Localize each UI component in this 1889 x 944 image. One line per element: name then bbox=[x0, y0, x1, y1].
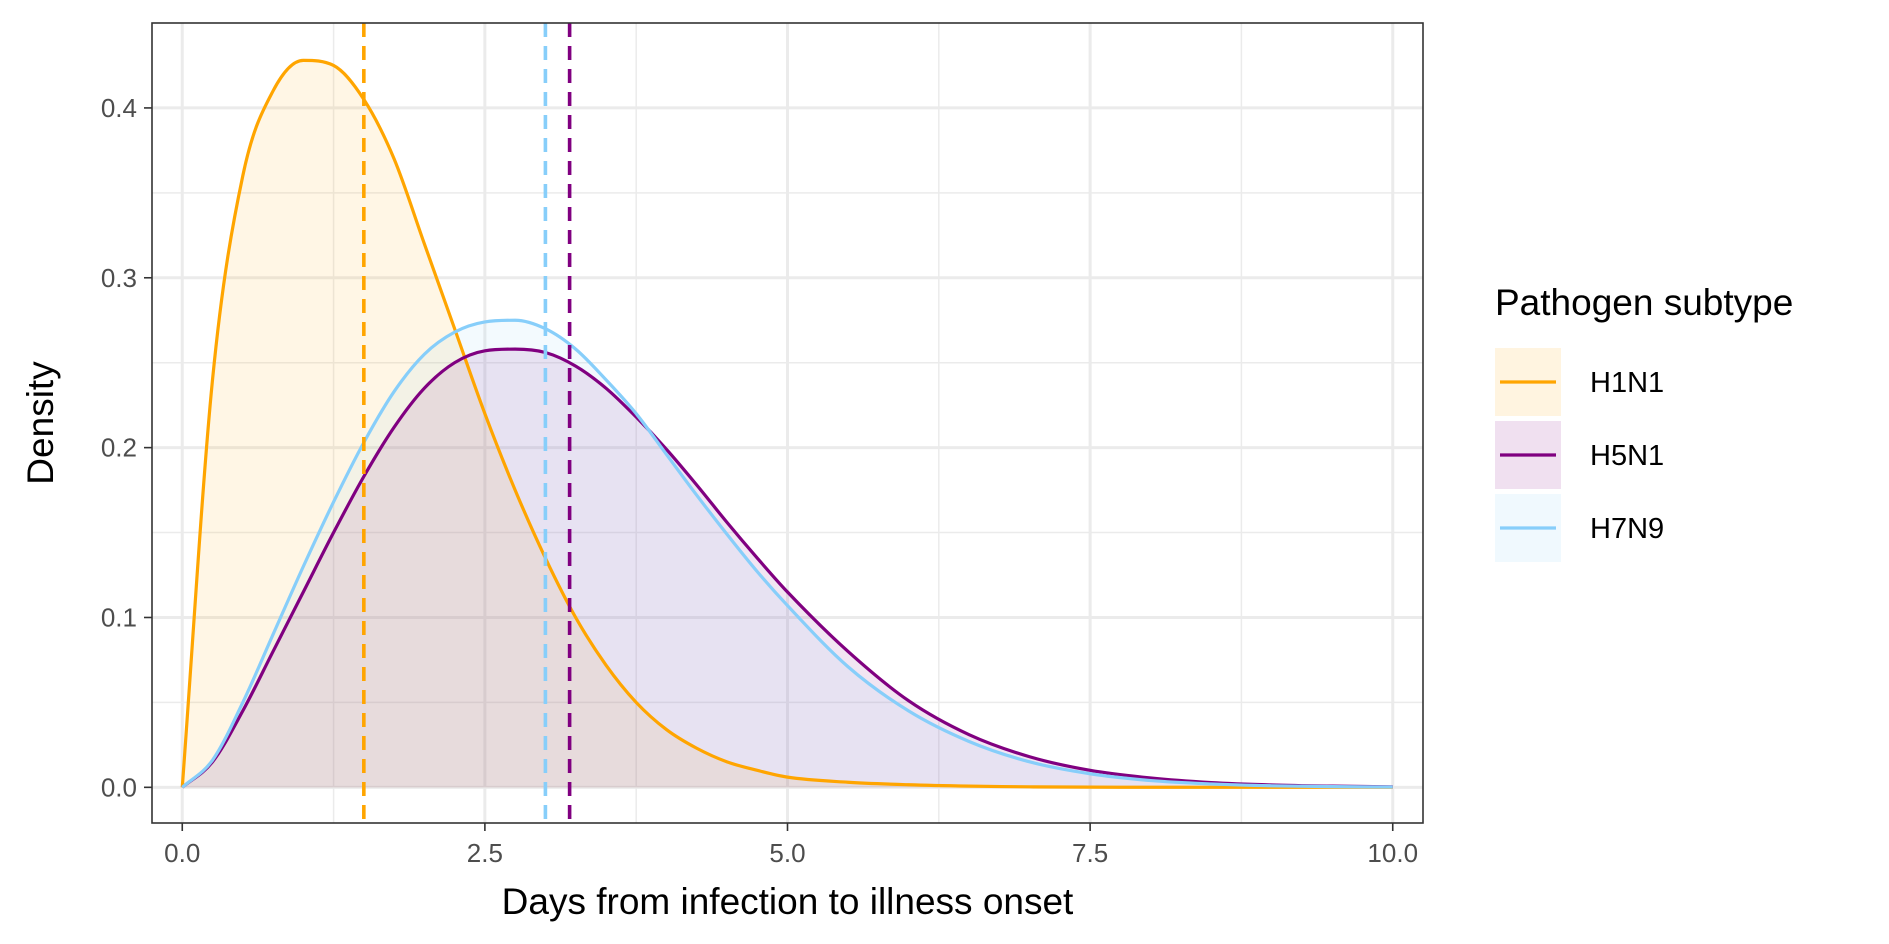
area-h5n1 bbox=[182, 349, 1393, 788]
y-tick-label: 0.2 bbox=[101, 433, 137, 463]
legend-label: H5N1 bbox=[1590, 440, 1664, 472]
y-axis: 0.0 0.1 0.2 0.3 0.4 bbox=[101, 93, 152, 802]
line-h1n1 bbox=[180, 58, 1393, 789]
line-h5n1 bbox=[181, 347, 1393, 789]
plot-panel bbox=[151, 22, 1424, 824]
legend-label: H7N9 bbox=[1590, 513, 1664, 545]
y-axis-title: Density bbox=[20, 361, 61, 485]
legend: Pathogen subtype H1N1 H5N1 H7N9 bbox=[1495, 282, 1793, 562]
line-h7n9 bbox=[181, 318, 1393, 789]
legend-item-h7n9: H7N9 bbox=[1495, 494, 1664, 562]
density-areas bbox=[182, 60, 1393, 788]
x-tick-label: 7.5 bbox=[1072, 838, 1108, 868]
y-tick-label: 0.4 bbox=[101, 93, 137, 123]
area-h7n9 bbox=[182, 320, 1393, 788]
legend-item-h1n1: H1N1 bbox=[1495, 348, 1664, 416]
y-tick-label: 0.1 bbox=[101, 602, 137, 632]
x-axis: 0.0 2.5 5.0 7.5 10.0 bbox=[164, 823, 1418, 868]
legend-items: H1N1 H5N1 H7N9 bbox=[1495, 348, 1664, 562]
mean-lines bbox=[362, 23, 572, 823]
legend-title: Pathogen subtype bbox=[1495, 282, 1793, 323]
y-tick-label: 0.3 bbox=[101, 263, 137, 293]
x-tick-label: 2.5 bbox=[467, 838, 503, 868]
legend-item-h5n1: H5N1 bbox=[1495, 421, 1664, 489]
legend-label: H1N1 bbox=[1590, 367, 1664, 399]
x-axis-title: Days from infection to illness onset bbox=[502, 881, 1074, 922]
x-tick-label: 10.0 bbox=[1367, 838, 1418, 868]
x-tick-label: 0.0 bbox=[164, 838, 200, 868]
area-h1n1 bbox=[182, 60, 1393, 788]
y-tick-label: 0.0 bbox=[101, 772, 137, 802]
density-lines bbox=[180, 58, 1393, 789]
x-tick-label: 5.0 bbox=[769, 838, 805, 868]
